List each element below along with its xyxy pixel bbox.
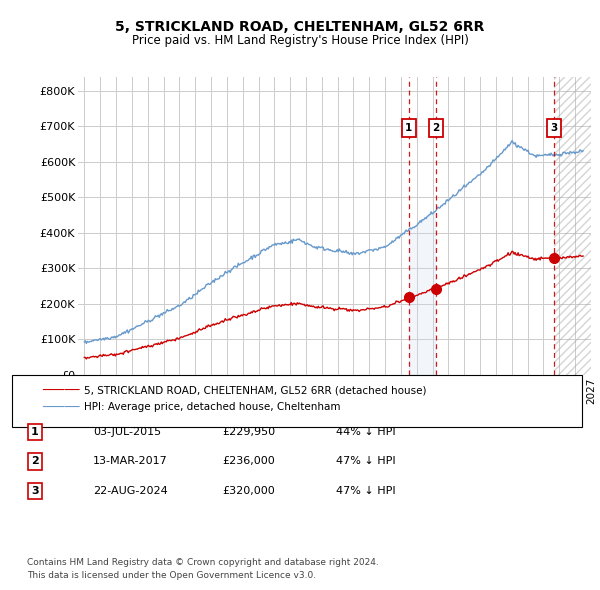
- Text: 5, STRICKLAND ROAD, CHELTENHAM, GL52 6RR (detached house): 5, STRICKLAND ROAD, CHELTENHAM, GL52 6RR…: [84, 386, 427, 395]
- Text: HPI: Average price, detached house, Cheltenham: HPI: Average price, detached house, Chel…: [84, 402, 341, 412]
- Text: 3: 3: [31, 486, 38, 496]
- Text: Price paid vs. HM Land Registry's House Price Index (HPI): Price paid vs. HM Land Registry's House …: [131, 34, 469, 47]
- Bar: [554, 77, 591, 375]
- Text: 2: 2: [31, 457, 38, 466]
- Text: £229,950: £229,950: [222, 427, 275, 437]
- Text: 44% ↓ HPI: 44% ↓ HPI: [336, 427, 395, 437]
- Text: 47% ↓ HPI: 47% ↓ HPI: [336, 486, 395, 496]
- Text: 47% ↓ HPI: 47% ↓ HPI: [336, 457, 395, 466]
- Text: 5, STRICKLAND ROAD, CHELTENHAM, GL52 6RR: 5, STRICKLAND ROAD, CHELTENHAM, GL52 6RR: [115, 19, 485, 34]
- Text: 1: 1: [405, 123, 413, 133]
- Text: 13-MAR-2017: 13-MAR-2017: [93, 457, 168, 466]
- Text: 22-AUG-2024: 22-AUG-2024: [93, 486, 168, 496]
- Text: ─────: ─────: [42, 401, 79, 414]
- Text: 5, STRICKLAND ROAD, CHELTENHAM, GL52 6RR (detached house): 5, STRICKLAND ROAD, CHELTENHAM, GL52 6RR…: [84, 386, 427, 395]
- Text: Contains HM Land Registry data © Crown copyright and database right 2024.
This d: Contains HM Land Registry data © Crown c…: [27, 558, 379, 580]
- Text: 2: 2: [432, 123, 439, 133]
- Text: ─────: ─────: [42, 401, 79, 414]
- Text: £236,000: £236,000: [222, 457, 275, 466]
- Text: 1: 1: [31, 427, 38, 437]
- Text: HPI: Average price, detached house, Cheltenham: HPI: Average price, detached house, Chel…: [84, 402, 341, 412]
- Text: ─────: ─────: [42, 384, 79, 397]
- Text: £320,000: £320,000: [222, 486, 275, 496]
- Text: 3: 3: [550, 123, 557, 133]
- Text: ─────: ─────: [42, 384, 79, 397]
- Text: 03-JUL-2015: 03-JUL-2015: [93, 427, 161, 437]
